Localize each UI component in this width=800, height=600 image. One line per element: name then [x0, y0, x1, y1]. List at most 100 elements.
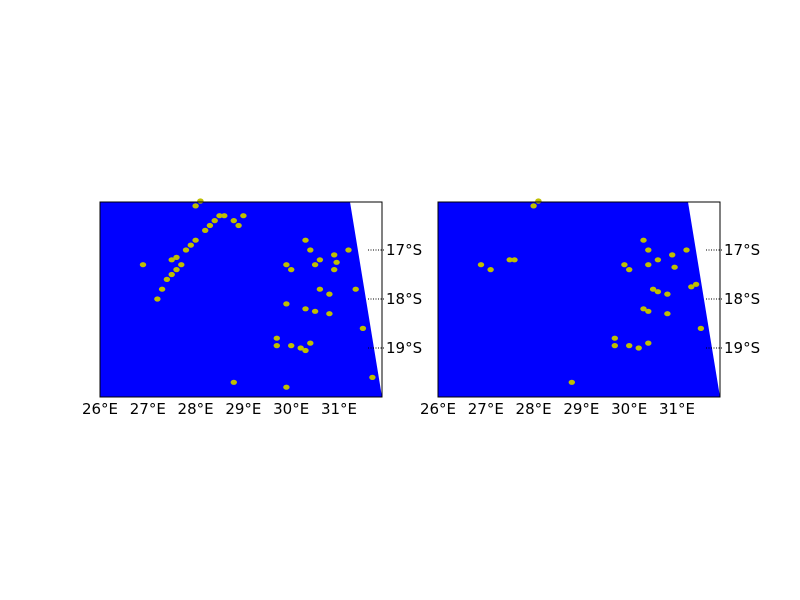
land-point: [359, 325, 367, 331]
land-point: [302, 237, 309, 243]
land-point: [369, 374, 376, 380]
land-point: [283, 301, 290, 307]
land-point: [649, 286, 657, 292]
map-frame: [437, 201, 721, 398]
latitude-label: 17°S: [724, 241, 760, 259]
land-point: [168, 271, 175, 278]
land-point: [326, 311, 333, 317]
land-point: [283, 262, 290, 268]
land-point: [307, 340, 314, 346]
land-point: [302, 347, 309, 354]
land-point: [645, 262, 652, 268]
land-point: [688, 284, 695, 290]
longitude-label: 27°E: [468, 400, 504, 418]
land-point: [173, 267, 180, 273]
land-point: [206, 222, 214, 229]
land-point: [352, 286, 359, 292]
longitude-label: 31°E: [659, 400, 695, 418]
land-point: [664, 311, 671, 317]
land-point: [654, 289, 662, 295]
land-point: [477, 262, 485, 268]
land-point: [216, 213, 223, 219]
land-point: [221, 213, 228, 219]
land-point: [645, 308, 652, 314]
land-point: [187, 242, 194, 248]
land-point: [288, 267, 295, 273]
land-point: [671, 264, 678, 270]
land-point: [230, 379, 237, 385]
land-point: [273, 343, 280, 349]
land-point: [311, 308, 319, 314]
land-point: [535, 198, 542, 204]
land-point: [297, 345, 304, 351]
land-point: [211, 218, 218, 224]
land-point: [611, 343, 618, 349]
land-point: [326, 291, 333, 297]
left-map-panel: 17°S 18°S 19°S 26°E 27°E 28°E 29°E 30°E 31°E: [82, 198, 422, 418]
land-point: [182, 247, 190, 253]
land-point: [333, 259, 340, 265]
longitude-label: 28°E: [516, 400, 552, 418]
map-frame: [99, 201, 383, 398]
land-point: [345, 247, 352, 253]
land-point: [331, 252, 338, 258]
land-point: [697, 325, 705, 331]
land-point: [316, 286, 324, 292]
longitude-label: 29°E: [563, 400, 599, 418]
land-point: [192, 237, 199, 243]
land-point: [645, 340, 652, 346]
land-point: [158, 286, 166, 292]
longitude-label: 30°E: [273, 400, 309, 418]
latitude-label: 19°S: [386, 339, 422, 357]
land-point: [139, 262, 147, 268]
land-point: [487, 267, 494, 273]
longitude-label: 27°E: [130, 400, 166, 418]
longitude-label: 29°E: [225, 400, 261, 418]
land-point: [621, 262, 628, 268]
land-point: [273, 335, 280, 341]
land-point: [568, 379, 575, 385]
latitude-label: 17°S: [386, 241, 422, 259]
land-point: [635, 345, 642, 351]
land-point: [626, 343, 633, 349]
land-point: [235, 222, 242, 229]
land-point: [669, 252, 676, 258]
land-point: [302, 306, 309, 312]
land-point: [163, 276, 171, 282]
land-point: [316, 257, 324, 263]
land-point: [530, 203, 537, 209]
land-point: [331, 267, 338, 273]
longitude-label: 26°E: [420, 400, 456, 418]
land-point: [178, 262, 185, 268]
longitude-label: 28°E: [178, 400, 214, 418]
land-point: [168, 257, 175, 263]
land-point: [311, 262, 319, 268]
land-point: [626, 267, 633, 273]
land-point: [192, 203, 199, 209]
land-point: [664, 291, 671, 297]
land-point: [692, 281, 700, 287]
right-map-panel: 17°S 18°S 19°S 26°E 27°E 28°E 29°E 30°E 31°E: [420, 198, 760, 418]
latitude-label: 18°S: [724, 290, 760, 308]
land-point: [683, 247, 690, 253]
land-point: [611, 335, 618, 341]
latitude-label: 19°S: [724, 339, 760, 357]
land-point: [154, 296, 161, 302]
land-point: [288, 343, 295, 349]
land-point: [654, 257, 662, 263]
longitude-label: 26°E: [82, 400, 118, 418]
land-point: [240, 213, 247, 219]
land-point: [173, 254, 180, 260]
longitude-label: 31°E: [321, 400, 357, 418]
latitude-label: 18°S: [386, 290, 422, 308]
land-point: [506, 257, 513, 263]
water-area: [100, 202, 382, 397]
water-area: [438, 202, 720, 397]
longitude-label: 30°E: [611, 400, 647, 418]
land-point: [283, 384, 290, 390]
land-point: [202, 227, 209, 233]
land-point: [645, 247, 652, 253]
land-point: [307, 247, 314, 253]
land-point: [640, 306, 647, 312]
